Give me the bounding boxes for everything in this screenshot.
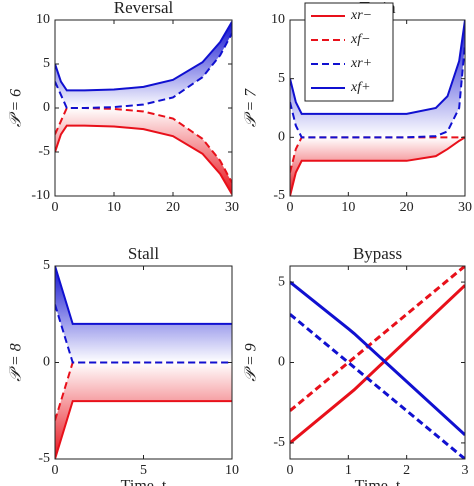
legend-label: xr− bbox=[350, 8, 372, 23]
series-line bbox=[290, 284, 465, 445]
y-axis-label: 𝒫 = 9 bbox=[243, 343, 260, 381]
series-line bbox=[55, 21, 232, 92]
chart-title: Bypass bbox=[353, 244, 402, 263]
y-axis-label: 𝒫 = 8 bbox=[8, 343, 25, 381]
x-tick-label: 20 bbox=[166, 200, 180, 215]
x-tick-label: 10 bbox=[341, 200, 355, 215]
x-tick-label: 10 bbox=[107, 200, 121, 215]
x-tick-label: 0 bbox=[287, 200, 294, 215]
series-line bbox=[55, 32, 232, 109]
band bbox=[55, 266, 232, 363]
series-line bbox=[290, 313, 465, 459]
y-tick-label: -10 bbox=[31, 188, 50, 203]
x-tick-label: 20 bbox=[400, 200, 414, 215]
y-tick-label: 5 bbox=[43, 56, 50, 71]
legend-label: xf− bbox=[350, 32, 371, 47]
x-tick-label: 0 bbox=[52, 200, 59, 215]
y-tick-label: 10 bbox=[36, 12, 50, 27]
y-tick-label: 5 bbox=[43, 258, 50, 273]
band bbox=[55, 108, 232, 195]
y-tick-label: -5 bbox=[38, 451, 50, 466]
chart-title: Reversal bbox=[114, 0, 174, 17]
x-tick-label: 3 bbox=[462, 463, 469, 478]
plot-area bbox=[55, 266, 232, 459]
legend-box bbox=[304, 2, 394, 102]
series-line bbox=[290, 136, 465, 196]
x-tick-label: 30 bbox=[458, 200, 472, 215]
plot-area bbox=[290, 266, 465, 459]
x-tick-label: 0 bbox=[52, 463, 59, 478]
y-tick-label: 0 bbox=[278, 355, 285, 370]
series-line bbox=[290, 43, 465, 139]
y-axis-label: 𝒫 = 7 bbox=[243, 88, 260, 127]
series-line bbox=[290, 280, 465, 436]
x-tick-label: 1 bbox=[345, 463, 352, 478]
band bbox=[290, 137, 465, 196]
y-tick-label: -5 bbox=[38, 144, 50, 159]
y-tick-label: 5 bbox=[278, 274, 285, 289]
x-tick-label: 5 bbox=[140, 463, 147, 478]
plot-area bbox=[290, 20, 465, 196]
plot-area bbox=[55, 21, 232, 195]
band bbox=[55, 362, 232, 459]
series-line bbox=[55, 400, 232, 459]
y-tick-label: 0 bbox=[278, 130, 285, 145]
series-line bbox=[290, 266, 465, 412]
y-tick-label: 0 bbox=[43, 355, 50, 370]
y-tick-label: -5 bbox=[273, 435, 285, 450]
x-axis-label: Time, t bbox=[355, 478, 401, 486]
chart-title: Stall bbox=[128, 244, 159, 263]
x-tick-label: 0 bbox=[287, 463, 294, 478]
band bbox=[290, 20, 465, 138]
legend-label: xf+ bbox=[350, 80, 371, 95]
series-line bbox=[55, 266, 232, 325]
legend-label: xr+ bbox=[350, 56, 372, 71]
axes-box bbox=[289, 265, 466, 460]
band bbox=[55, 21, 232, 108]
x-tick-label: 30 bbox=[225, 200, 239, 215]
y-tick-label: -5 bbox=[273, 188, 285, 203]
y-tick-label: 10 bbox=[271, 12, 285, 27]
series-line bbox=[55, 107, 232, 184]
y-tick-label: 0 bbox=[43, 100, 50, 115]
x-tick-label: 2 bbox=[403, 463, 410, 478]
x-axis-label: Time, t bbox=[121, 478, 167, 486]
y-tick-label: 5 bbox=[278, 71, 285, 86]
y-axis-label: 𝒫 = 6 bbox=[8, 89, 25, 127]
series-line bbox=[55, 124, 232, 195]
x-tick-label: 10 bbox=[225, 463, 239, 478]
series-line bbox=[55, 304, 232, 364]
series-line bbox=[290, 20, 465, 115]
